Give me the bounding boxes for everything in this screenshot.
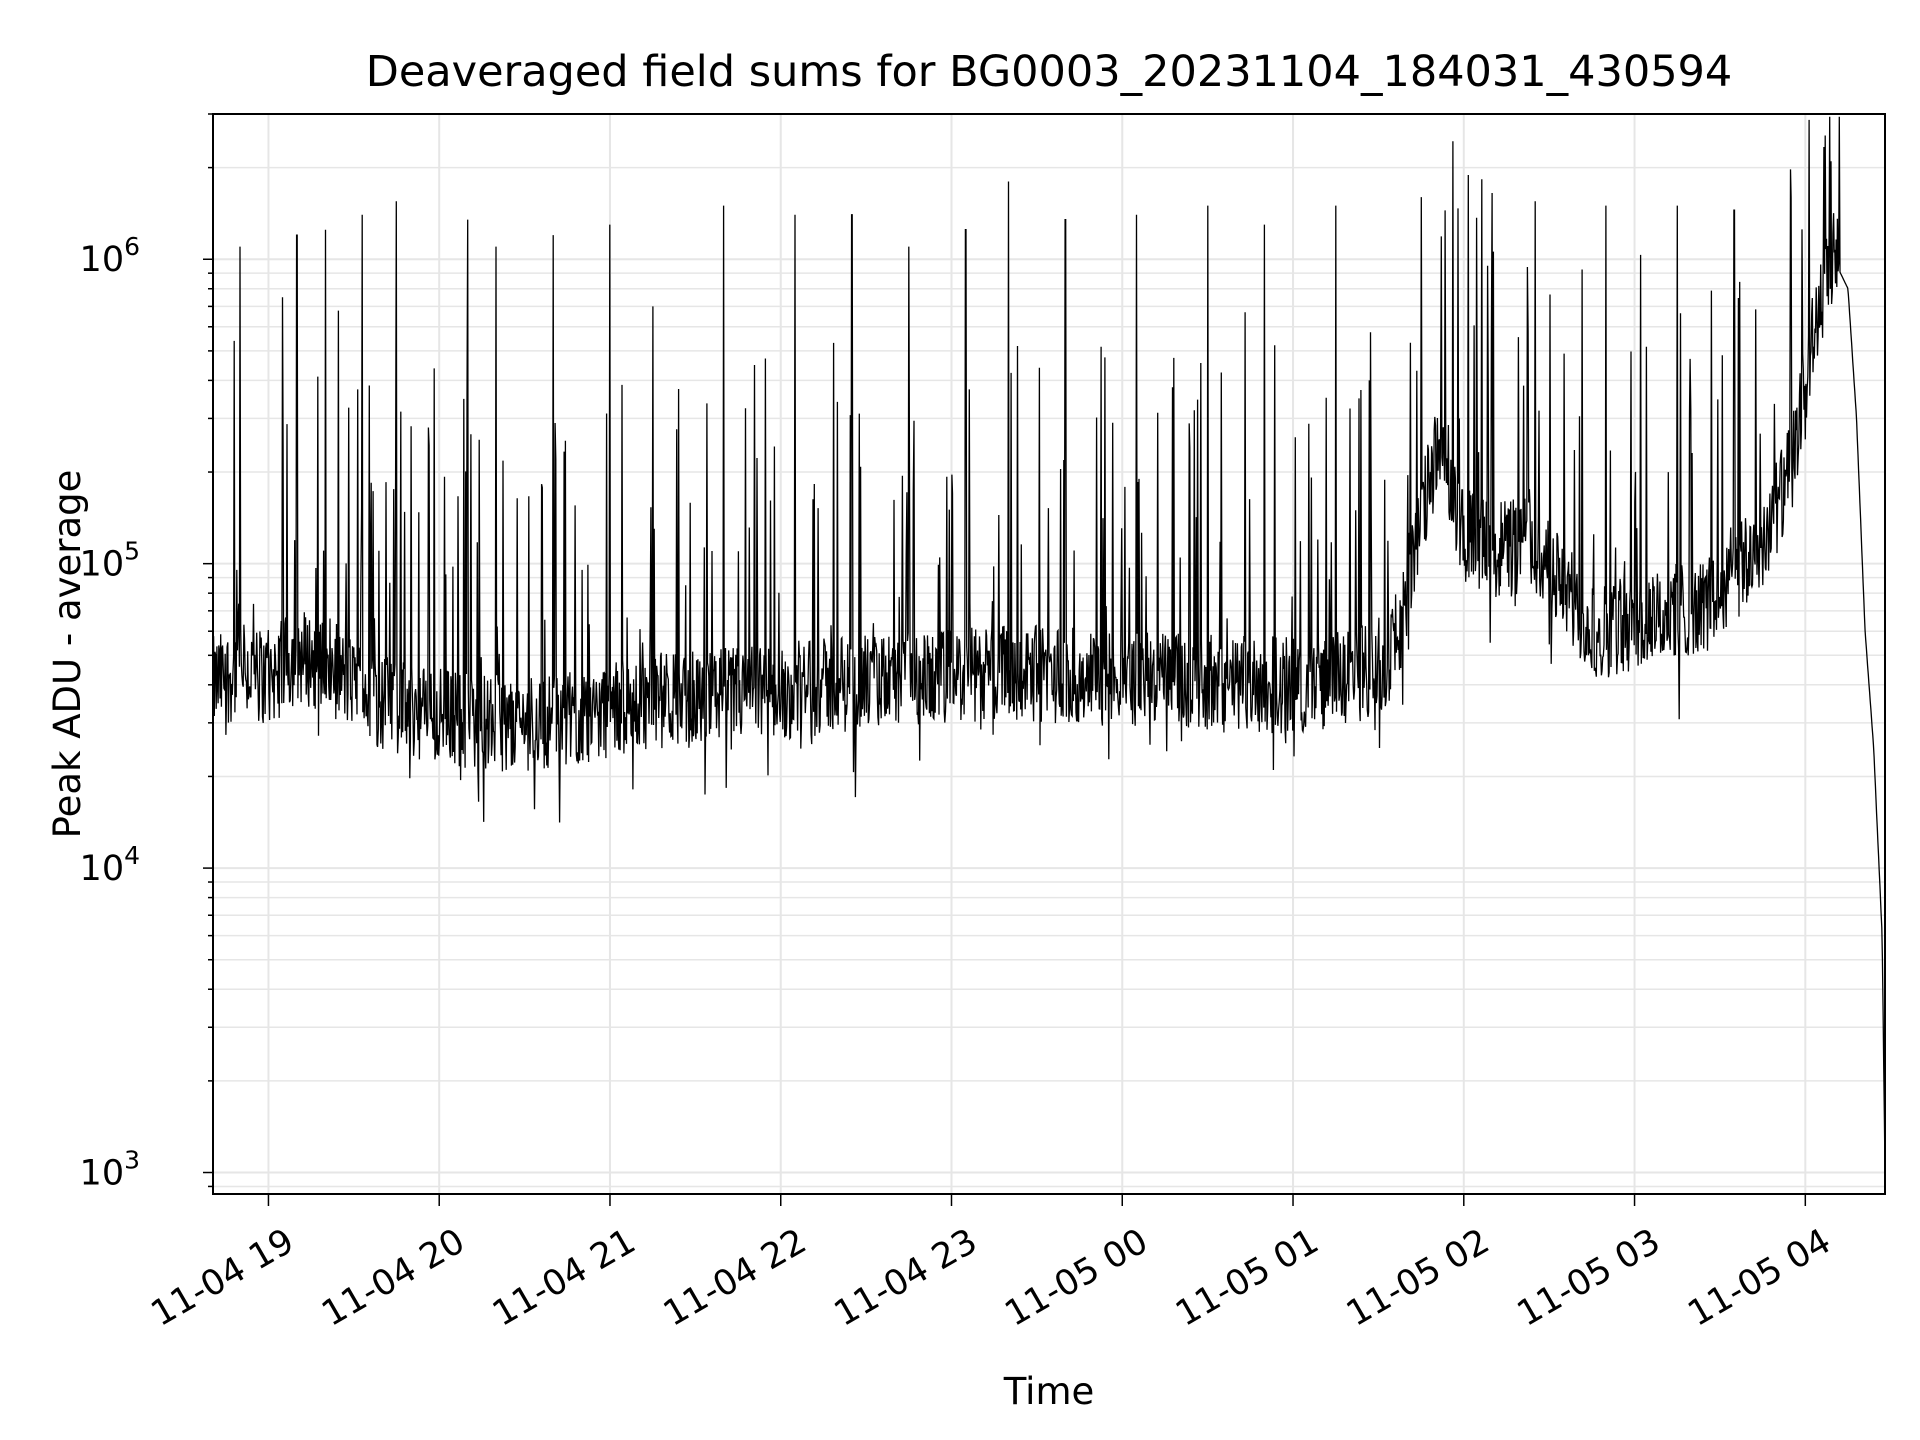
chart-title: Deaveraged field sums for BG0003_2023110… xyxy=(366,47,1733,97)
series-layer xyxy=(212,116,1886,1173)
y-axis: 103 104 105 106 xyxy=(80,113,213,1194)
plot-frame xyxy=(212,113,1886,1195)
y-tick-label: 104 xyxy=(80,841,140,889)
y-tick-label: 106 xyxy=(80,232,140,280)
x-axis-label: Time xyxy=(1003,1370,1095,1413)
y-tick-label: 105 xyxy=(80,537,140,585)
y-axis-label: Peak ADU - average xyxy=(46,470,89,839)
series-line xyxy=(212,116,1886,1173)
y-tick-label: 103 xyxy=(80,1146,140,1194)
